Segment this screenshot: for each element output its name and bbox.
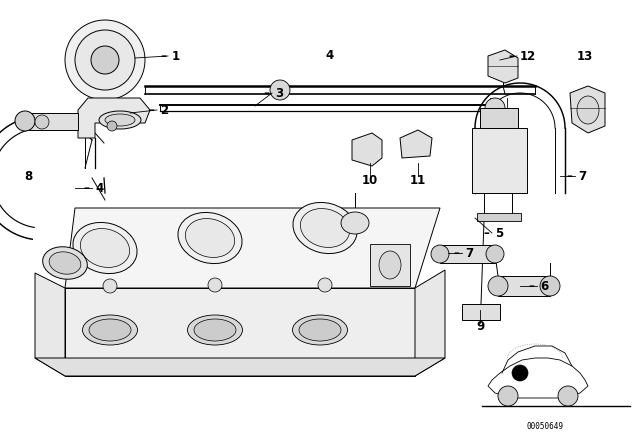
Text: 3: 3 [275,86,283,99]
Text: 12: 12 [520,49,536,63]
Circle shape [107,121,117,131]
Polygon shape [25,113,78,130]
Text: 8: 8 [24,169,32,182]
Ellipse shape [81,228,130,267]
Circle shape [540,276,560,296]
Text: –: – [528,280,534,293]
Text: 2: 2 [160,103,168,116]
Ellipse shape [105,114,135,126]
Ellipse shape [99,111,141,129]
Text: –: – [160,49,166,63]
Ellipse shape [379,251,401,279]
Ellipse shape [83,315,138,345]
Text: –: – [508,49,514,63]
Bar [440,245,495,263]
Text: 9: 9 [476,319,484,332]
Polygon shape [352,133,382,166]
Text: –: – [148,103,154,116]
Ellipse shape [188,315,243,345]
Polygon shape [488,50,518,83]
Bar [370,244,410,286]
Ellipse shape [293,202,357,254]
Bar [498,276,550,296]
Bar [480,108,518,128]
Circle shape [208,278,222,292]
Circle shape [35,115,49,129]
Circle shape [558,386,578,406]
Ellipse shape [43,247,87,279]
Ellipse shape [299,319,341,341]
Polygon shape [415,270,445,376]
Text: 1: 1 [172,49,180,63]
Text: 6: 6 [540,280,548,293]
Bar [472,128,527,193]
Bar [477,213,521,221]
Text: –: – [483,227,489,240]
Polygon shape [400,130,432,158]
Ellipse shape [49,252,81,274]
Text: –: – [83,181,89,194]
Circle shape [270,80,290,100]
Circle shape [485,98,505,118]
Bar [462,304,500,320]
Circle shape [103,279,117,293]
Text: 00050649: 00050649 [527,422,563,431]
Circle shape [15,111,35,131]
Ellipse shape [194,319,236,341]
Circle shape [431,245,449,263]
Text: 5: 5 [495,227,503,240]
Circle shape [498,386,518,406]
Ellipse shape [292,315,348,345]
Ellipse shape [73,222,137,274]
Text: 11: 11 [410,173,426,186]
Polygon shape [78,98,150,138]
Circle shape [512,365,528,381]
Polygon shape [35,358,445,376]
Polygon shape [488,358,588,398]
Text: –: – [453,246,459,259]
Ellipse shape [300,208,349,247]
Circle shape [65,20,145,100]
Circle shape [75,30,135,90]
Circle shape [318,278,332,292]
Polygon shape [35,273,65,376]
Ellipse shape [89,319,131,341]
Ellipse shape [186,219,235,258]
Circle shape [486,245,504,263]
Circle shape [91,46,119,74]
Text: 13: 13 [577,49,593,63]
Polygon shape [570,86,605,133]
Ellipse shape [178,212,242,263]
Text: 4: 4 [326,48,334,61]
Ellipse shape [341,212,369,234]
Text: 10: 10 [362,173,378,186]
Text: 7: 7 [465,246,473,259]
Circle shape [488,276,508,296]
Polygon shape [65,208,440,288]
Text: –: – [566,169,572,182]
Text: –: – [263,86,269,99]
Ellipse shape [577,96,599,124]
Polygon shape [65,288,415,376]
Text: 4: 4 [95,181,103,194]
Text: 7: 7 [578,169,586,182]
